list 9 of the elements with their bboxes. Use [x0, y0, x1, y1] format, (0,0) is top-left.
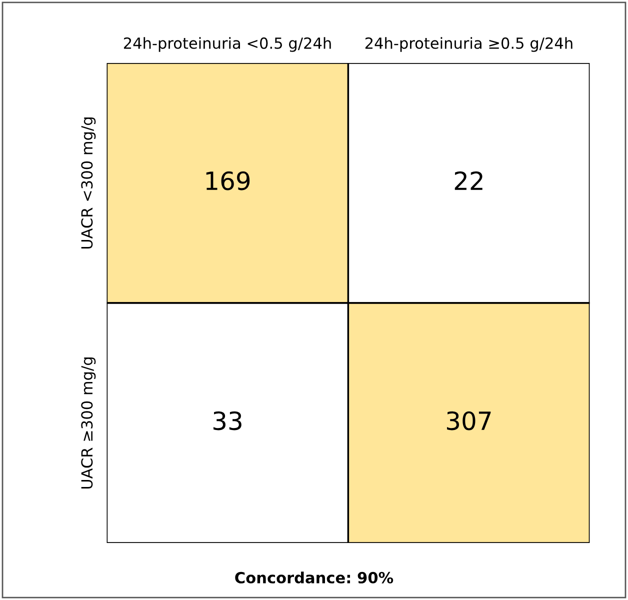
y-tick-label: UACR ≥300 mg/g: [81, 358, 96, 489]
annotation: Concordance: 90%: [235, 572, 394, 584]
y-tick-label: UACR <300 mg/g: [81, 118, 96, 249]
data-label: 22: [454, 171, 482, 190]
x-tick-label: 24h-proteinuria ≥0.5 g/24h: [365, 37, 572, 52]
x-tick-label: 24h-proteinuria <0.5 g/24h: [124, 37, 331, 52]
data-label: 307: [447, 411, 491, 430]
data-label: 169: [206, 171, 250, 190]
data-label: 33: [213, 411, 242, 430]
